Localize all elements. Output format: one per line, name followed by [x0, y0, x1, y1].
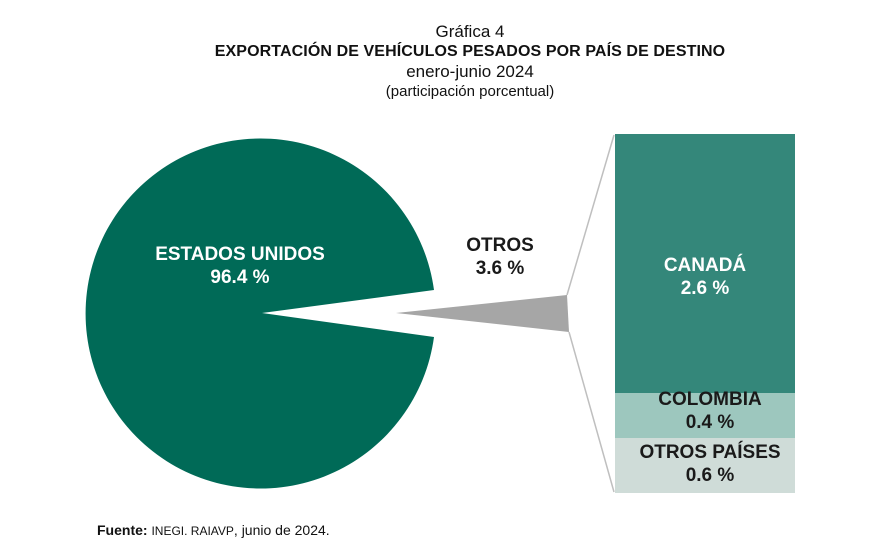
label-otros: OTROS 3.6 %: [445, 234, 555, 280]
chart-period: enero-junio 2024: [406, 62, 534, 81]
chart-unit: (participación porcentual): [385, 83, 555, 100]
pie-slice-estados-unidos: [85, 138, 434, 489]
bar-segment-colombia: [615, 393, 795, 438]
label-canada-name: CANADÁ: [663, 255, 747, 276]
figure-number: Gráfica 4: [435, 22, 505, 41]
bar-segment-canada: [615, 134, 795, 393]
pie-slice-otros: [396, 295, 569, 332]
label-estados-unidos-value: 96.4 %: [210, 267, 270, 288]
label-otros-paises: OTROS PAÍSES 0.6 %: [615, 441, 805, 487]
label-estados-unidos: ESTADOS UNIDOS 96.4 %: [130, 243, 350, 289]
connector-line-bottom: [568, 331, 615, 493]
source-note: Fuente: INEGI. RAIAVP, junio de 2024.: [97, 522, 330, 538]
label-otros-name: OTROS: [466, 235, 534, 256]
source-prefix: Fuente:: [97, 522, 148, 538]
chart-title: EXPORTACIÓN DE VEHÍCULOS PESADOS POR PAÍ…: [214, 43, 726, 60]
label-otros-paises-name: OTROS PAÍSES: [639, 442, 781, 463]
label-estados-unidos-name: ESTADOS UNIDOS: [155, 244, 325, 265]
label-otros-paises-value: 0.6 %: [685, 465, 735, 486]
bar-segment-otros-paises: [615, 438, 795, 493]
source-org: INEGI. RAIAVP: [151, 524, 234, 538]
label-colombia-value: 0.4 %: [685, 412, 735, 433]
connector-line-top: [566, 134, 615, 296]
chart-title-block: Gráfica 4 EXPORTACIÓN DE VEHÍCULOS PESAD…: [170, 22, 770, 102]
label-canada-value: 2.6 %: [680, 278, 730, 299]
source-date: , junio de 2024.: [233, 522, 330, 538]
label-canada: CANADÁ 2.6 %: [615, 254, 795, 300]
label-colombia-name: COLOMBIA: [658, 389, 762, 410]
label-colombia: COLOMBIA 0.4 %: [615, 388, 805, 434]
label-otros-value: 3.6 %: [475, 258, 525, 279]
